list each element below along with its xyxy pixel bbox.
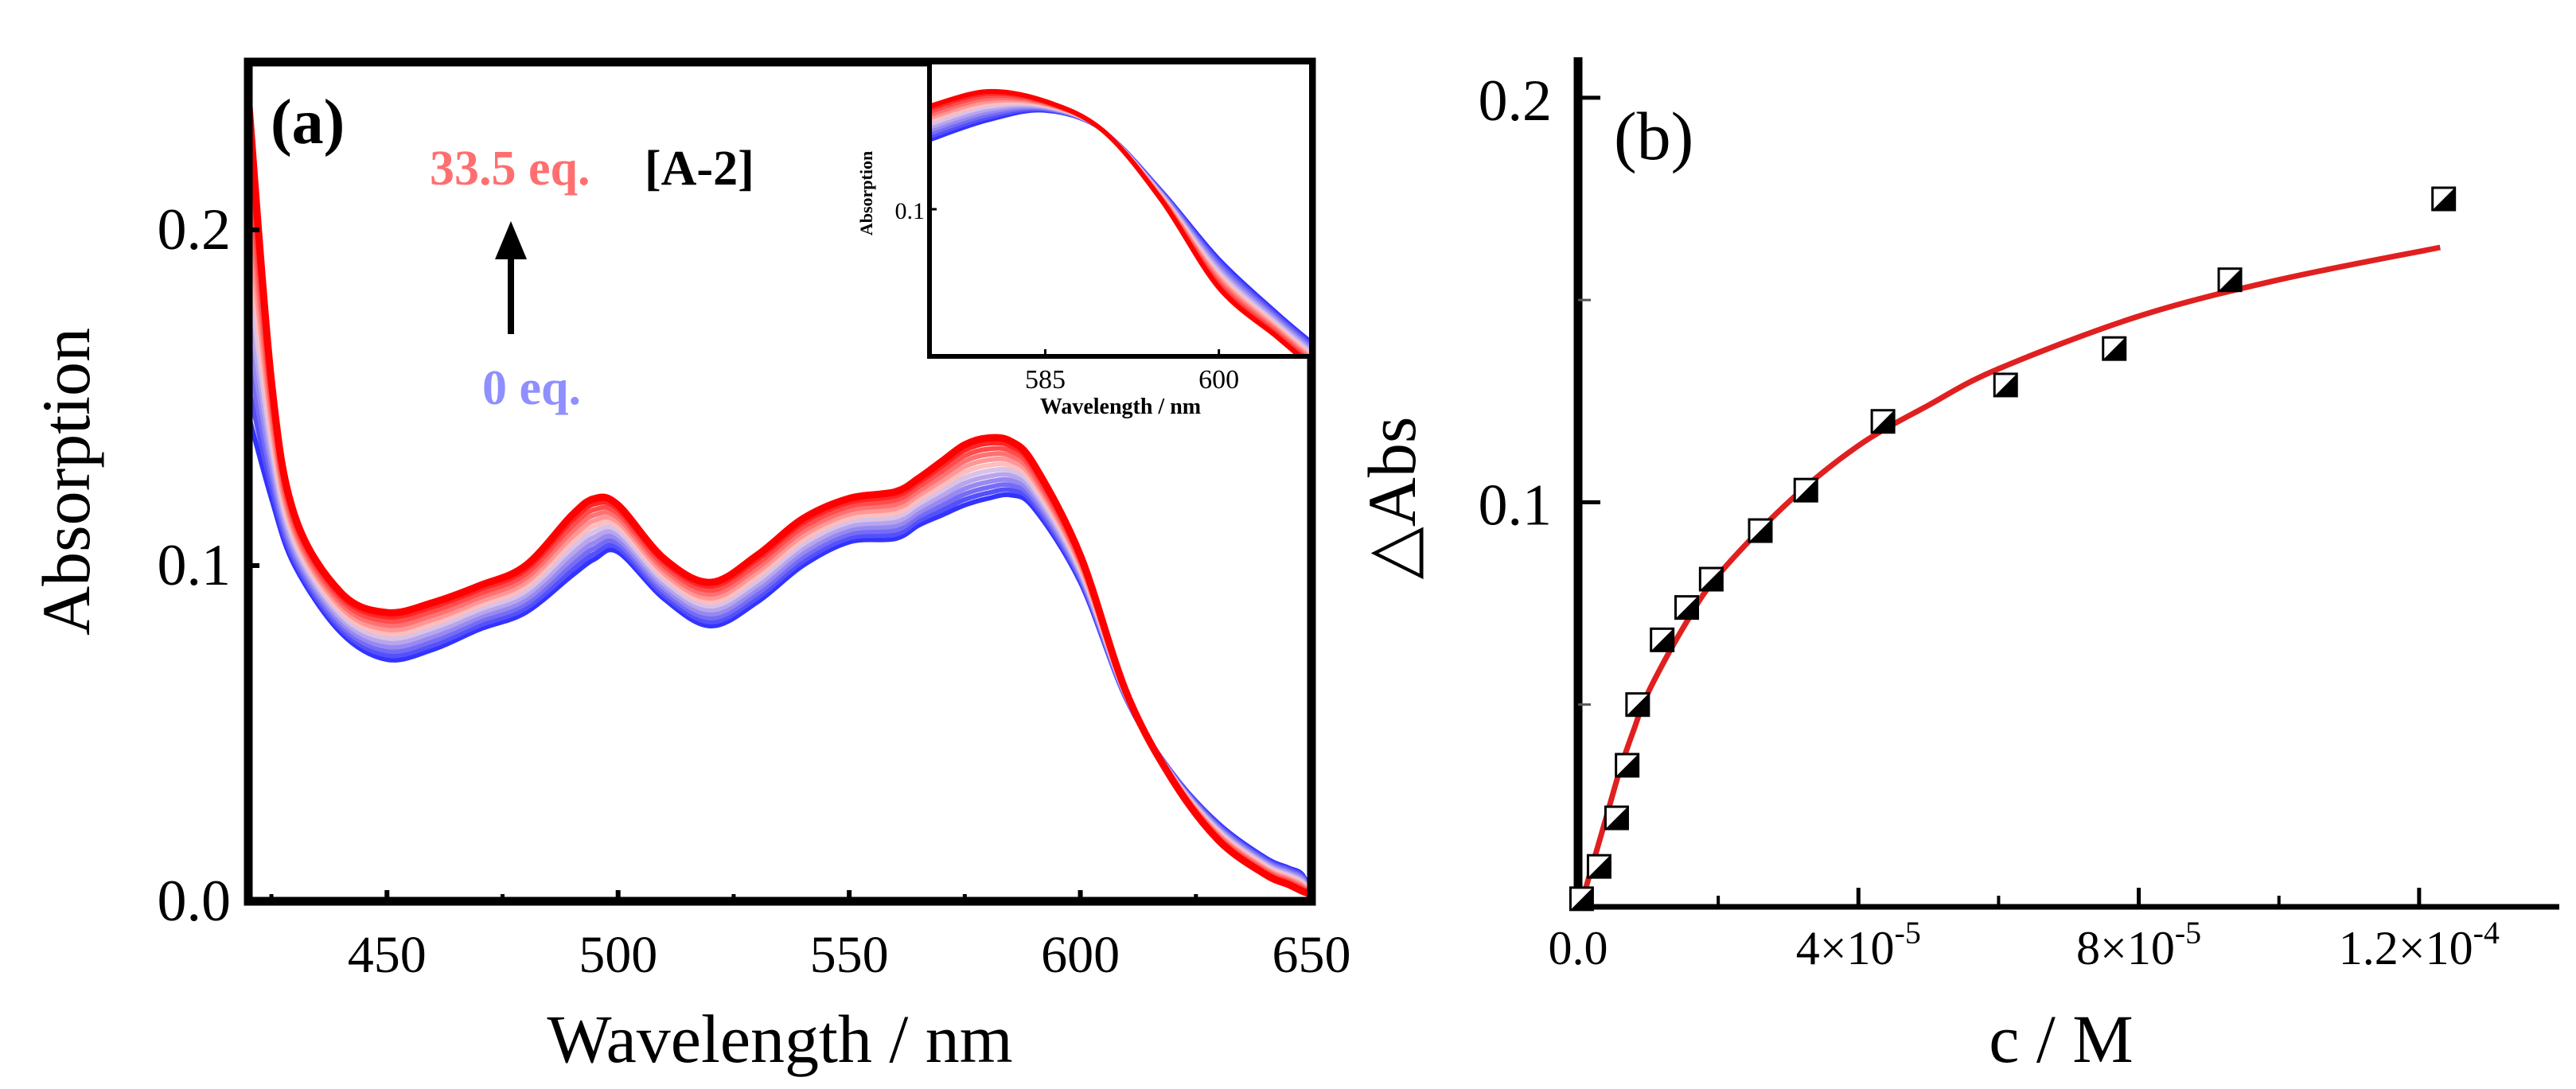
data-point bbox=[2102, 336, 2127, 361]
inset-x-tick-label: 585 bbox=[1025, 365, 1066, 395]
x-tick-label: 600 bbox=[1041, 926, 1120, 984]
data-point-fill bbox=[1650, 628, 1674, 651]
x-tick-label-exponent: -5 bbox=[2175, 915, 2201, 951]
panel-a-frame bbox=[244, 57, 1316, 906]
annotation-top: 33.5 eq. bbox=[430, 142, 590, 196]
data-point bbox=[1615, 753, 1640, 778]
data-point bbox=[1748, 518, 1773, 543]
panel-label-b: (b) bbox=[1614, 98, 1693, 174]
data-point-fill bbox=[1605, 807, 1628, 830]
y-tick-label: 0.1 bbox=[158, 533, 232, 598]
data-point bbox=[1793, 477, 1818, 503]
y-tick-label: 0.2 bbox=[1479, 68, 1553, 134]
annotation-species: [A-2] bbox=[645, 142, 754, 196]
x-axis-label: Wavelength / nm bbox=[547, 1001, 1012, 1077]
data-point-fill bbox=[1588, 855, 1611, 878]
inset-y-tick-label: 0.1 bbox=[895, 198, 926, 224]
spectrum-line-4 bbox=[248, 298, 1311, 896]
y-axis-label: △Abs bbox=[1354, 417, 1430, 580]
data-point-fill bbox=[1872, 410, 1895, 433]
x-tick-label: 0.0 bbox=[1549, 922, 1608, 974]
x-tick-label-exponent: -5 bbox=[1895, 915, 1921, 951]
panel-a-inset: 585 600 0.1 Wavelength / nm Absorption bbox=[856, 60, 1314, 419]
x-tick-label: 1.2×10-4 bbox=[2339, 915, 2500, 974]
data-point-fill bbox=[1675, 596, 1698, 619]
inset-x-tick-label: 600 bbox=[1198, 365, 1239, 395]
annotation-arrow-head bbox=[495, 221, 527, 259]
x-tick-label-base: 1.2×10 bbox=[2339, 922, 2473, 974]
data-point bbox=[1993, 372, 2018, 398]
x-tick-label-base: 4×10 bbox=[1796, 922, 1895, 974]
inset-x-axis-label: Wavelength / nm bbox=[1040, 395, 1201, 419]
data-point bbox=[1650, 627, 1675, 652]
inset-y-axis-label: Absorption bbox=[856, 151, 876, 235]
x-tick-label: 500 bbox=[579, 926, 657, 984]
x-tick-label-base: 8×10 bbox=[2076, 922, 2175, 974]
x-tick-label: 4×10-5 bbox=[1796, 915, 1921, 974]
data-point-fill bbox=[1700, 568, 1723, 591]
data-point bbox=[1569, 886, 1594, 912]
panel-label-a: (a) bbox=[271, 88, 345, 158]
data-point-fill bbox=[1748, 519, 1771, 543]
data-point bbox=[1586, 854, 1611, 879]
panel-a: 450 500 550 600 650 0.0 0.1 0.2 Wavelength / nm A… bbox=[28, 57, 1351, 1077]
data-point bbox=[1698, 566, 1724, 592]
data-point-fill bbox=[2432, 188, 2455, 210]
data-point bbox=[1625, 692, 1650, 718]
y-tick-label: 0.1 bbox=[1479, 473, 1553, 538]
data-point-fill bbox=[1626, 693, 1649, 716]
data-point-fill bbox=[1994, 373, 2017, 396]
data-point-fill bbox=[1570, 887, 1593, 910]
data-point bbox=[2217, 267, 2243, 293]
panel-a-series-group bbox=[248, 95, 1311, 898]
data-point bbox=[1870, 409, 1896, 434]
data-point bbox=[1674, 595, 1700, 620]
data-point-fill bbox=[1615, 754, 1639, 776]
x-axis-label: c / M bbox=[1989, 1001, 2134, 1077]
x-tick-label: 650 bbox=[1272, 926, 1351, 984]
y-tick-label: 0.2 bbox=[158, 197, 232, 263]
x-tick-label-base: 0.0 bbox=[1549, 922, 1608, 974]
data-point bbox=[2431, 186, 2457, 212]
x-tick-label: 8×10-5 bbox=[2076, 915, 2201, 974]
annotation-bottom: 0 eq. bbox=[482, 361, 581, 415]
x-tick-label: 550 bbox=[810, 926, 889, 984]
data-point-fill bbox=[2102, 337, 2126, 360]
y-axis-label: Absorption bbox=[28, 328, 104, 636]
data-point-fill bbox=[2219, 268, 2242, 291]
spectrum-line-11 bbox=[248, 95, 1311, 898]
data-point-fill bbox=[1795, 479, 1818, 502]
data-point bbox=[1604, 805, 1629, 830]
x-tick-label: 450 bbox=[348, 926, 427, 984]
inset-series-group bbox=[929, 88, 1311, 356]
panel-b: 0.10.20.0 4×10-5 8×10-5 1.2×10-4c / M△Abs(b… bbox=[1354, 57, 2559, 1077]
x-tick-label-exponent: -4 bbox=[2473, 915, 2500, 951]
inset-line-11 bbox=[929, 88, 1304, 356]
y-tick-label: 0.0 bbox=[158, 869, 232, 934]
